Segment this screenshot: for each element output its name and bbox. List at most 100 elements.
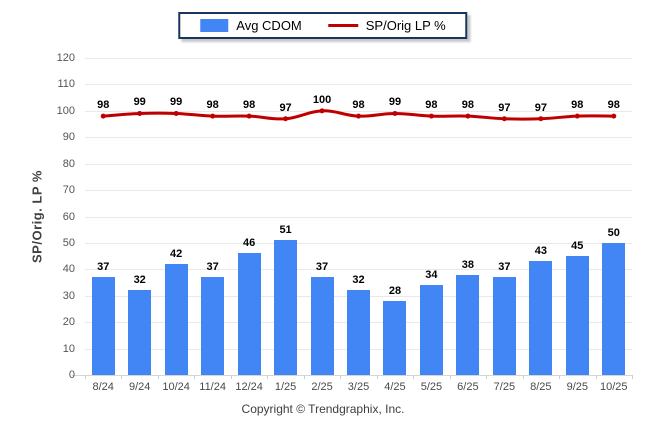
line-value-label: 99: [170, 96, 183, 109]
bar-value-label: 51: [279, 224, 292, 237]
x-axis-label: 9/25: [566, 381, 589, 393]
x-tick-mark: [486, 375, 488, 379]
x-axis-label: 6/25: [457, 381, 479, 393]
x-axis-label: 4/25: [384, 381, 406, 393]
x-axis-label: 10/25: [600, 381, 628, 393]
y-tick-label: 110: [57, 78, 75, 91]
y-tick-label: 90: [62, 131, 75, 144]
line-point-marker: [356, 113, 361, 119]
gridline: [85, 216, 632, 218]
line-value-label: 98: [461, 99, 475, 112]
x-axis-label: 11/24: [199, 381, 226, 393]
x-tick-mark: [340, 375, 342, 379]
bar-value-label: 37: [97, 261, 110, 274]
bar-value-label: 43: [534, 245, 547, 258]
x-axis-label: 8/24: [92, 381, 114, 393]
x-axis-label: 1/25: [274, 381, 297, 393]
y-tick-label: 60: [62, 210, 75, 223]
bar-value-label: 37: [498, 261, 511, 274]
x-axis-label: 3/25: [347, 381, 370, 393]
line-value-label: 98: [242, 99, 256, 112]
bar-6/25: [456, 274, 480, 375]
bar-9/24: [128, 290, 152, 375]
bar-value-label: 46: [242, 237, 256, 250]
copyright-text: Copyright © Trendgraphix, Inc.: [241, 402, 405, 416]
y-tick-label: 100: [56, 104, 75, 117]
x-tick-mark: [595, 375, 597, 379]
x-axis-label: 9/24: [128, 381, 151, 393]
x-tick-mark: [157, 375, 159, 379]
gridline: [85, 269, 632, 271]
x-axis-label: 5/25: [420, 381, 443, 393]
gridline: [85, 110, 632, 112]
line-value-label: 99: [388, 96, 402, 109]
bar-value-label: 38: [461, 258, 475, 271]
y-tick-label: 0: [68, 369, 75, 381]
line-value-label: 98: [425, 99, 438, 112]
y-tick-label: 30: [62, 289, 75, 302]
gridline: [85, 58, 632, 59]
line-value-label: 99: [133, 96, 146, 109]
x-tick-mark: [522, 375, 524, 379]
bar-11/24: [201, 277, 225, 375]
line-point-marker: [611, 113, 617, 119]
x-tick-mark: [449, 375, 451, 379]
line-point-marker: [538, 116, 544, 122]
legend-bar-swatch: [200, 19, 229, 32]
bar-9/25: [565, 256, 589, 375]
bar-value-label: 42: [170, 248, 183, 261]
bar-10/24: [164, 264, 188, 375]
bar-8/24: [91, 277, 115, 375]
bar-12/24: [237, 253, 261, 375]
line-value-label: 98: [206, 99, 219, 112]
x-tick-mark: [376, 375, 378, 379]
line-value-label: 98: [97, 99, 110, 112]
x-axis-label: 7/25: [493, 381, 516, 393]
x-tick-mark: [230, 375, 232, 379]
bar-8/25: [529, 261, 553, 375]
y-tick-label: 40: [62, 263, 75, 276]
bar-value-label: 28: [388, 285, 402, 298]
y-tick-label: 50: [62, 236, 75, 249]
x-tick-mark: [303, 375, 305, 379]
line-point-marker: [210, 113, 216, 119]
y-tick-label: 80: [62, 157, 75, 170]
line-value-label: 97: [279, 101, 292, 114]
line-value-label: 98: [607, 99, 620, 112]
x-tick-mark: [413, 375, 415, 379]
gridline: [85, 190, 632, 192]
bar-value-label: 37: [315, 261, 329, 274]
x-tick-mark: [194, 375, 196, 379]
bar-value-label: 32: [352, 274, 365, 287]
legend-label-avg-cdom: Avg CDOM: [236, 18, 302, 33]
line-point-marker: [246, 113, 252, 119]
bar-5/25: [419, 285, 443, 375]
bar-1/25: [274, 240, 298, 375]
line-point-marker: [100, 113, 106, 119]
gridline: [85, 163, 632, 165]
gridline: [85, 242, 632, 244]
x-axis-label: 2/25: [311, 381, 333, 393]
line-series: [100, 108, 617, 122]
line-value-label: 97: [498, 101, 511, 114]
line-point-marker: [137, 110, 143, 116]
bar-10/25: [602, 242, 626, 375]
x-tick-mark: [121, 375, 123, 379]
plot-area: 0 10 20 30 40 50 60 70 80 90 100 110 120 8/24 9/24 10/2…: [57, 52, 633, 393]
y-tick-label: 120: [56, 52, 75, 64]
bar-value-label: 45: [571, 240, 584, 253]
line-point-marker: [574, 113, 580, 119]
line-point-marker: [501, 116, 507, 122]
x-tick-mark: [267, 375, 269, 379]
x-axis-label: 10/24: [162, 381, 190, 393]
legend-label-sp-orig-lp: SP/Orig LP %: [365, 18, 446, 33]
line-point-marker: [428, 113, 434, 119]
line-value-label: 98: [352, 99, 365, 112]
line-point-marker: [173, 110, 179, 116]
y-tick-label: 20: [62, 316, 75, 329]
bar-value-label: 34: [425, 269, 438, 282]
gridline: [85, 84, 632, 86]
line-point-marker: [319, 108, 325, 114]
x-tick-mark: [85, 375, 86, 379]
